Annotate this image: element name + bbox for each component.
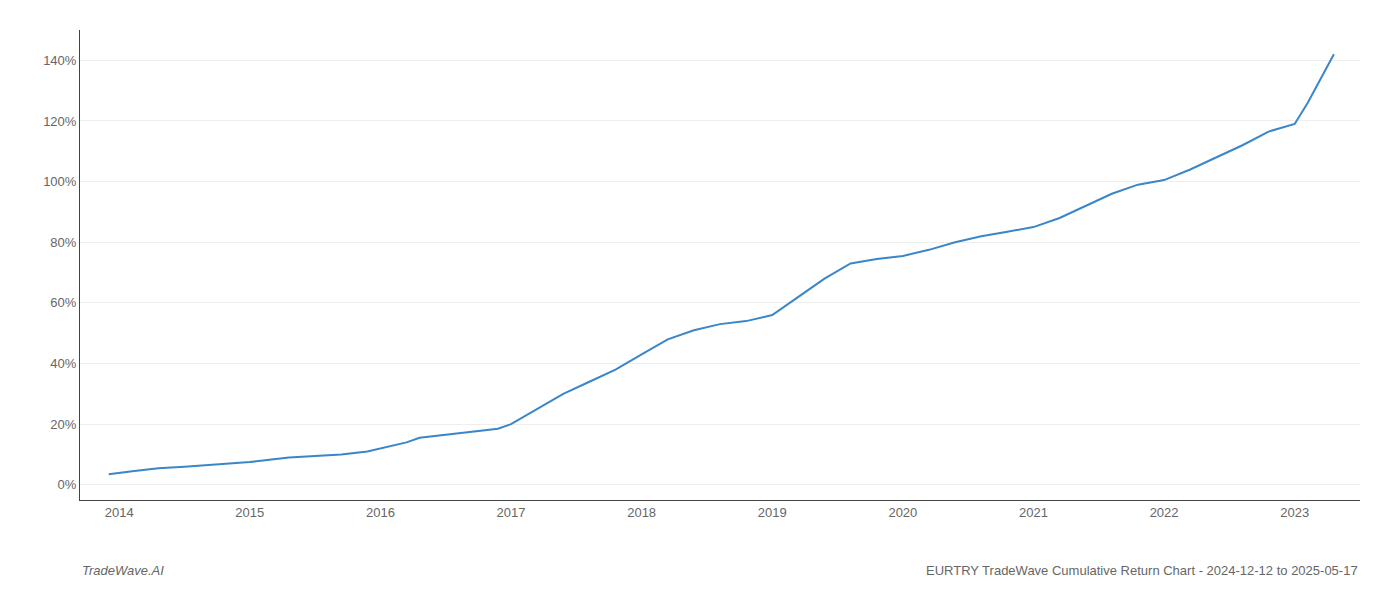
svg-text:EURTRY TradeWave Cumulative Re: EURTRY TradeWave Cumulative Return Chart… [926,563,1358,578]
svg-text:2016: 2016 [366,505,395,520]
svg-text:2015: 2015 [235,505,264,520]
svg-text:2019: 2019 [758,505,787,520]
svg-text:20%: 20% [50,417,76,432]
svg-text:0%: 0% [58,477,77,492]
svg-text:2017: 2017 [497,505,526,520]
svg-text:2020: 2020 [888,505,917,520]
svg-text:120%: 120% [43,114,77,129]
svg-text:2023: 2023 [1280,505,1309,520]
svg-text:2021: 2021 [1019,505,1048,520]
svg-text:2014: 2014 [105,505,134,520]
svg-text:40%: 40% [50,356,76,371]
svg-text:TradeWave.AI: TradeWave.AI [82,563,164,578]
svg-text:2018: 2018 [627,505,656,520]
svg-text:80%: 80% [50,235,76,250]
svg-text:100%: 100% [43,174,77,189]
svg-text:2022: 2022 [1150,505,1179,520]
svg-text:60%: 60% [50,295,76,310]
svg-text:140%: 140% [43,53,77,68]
